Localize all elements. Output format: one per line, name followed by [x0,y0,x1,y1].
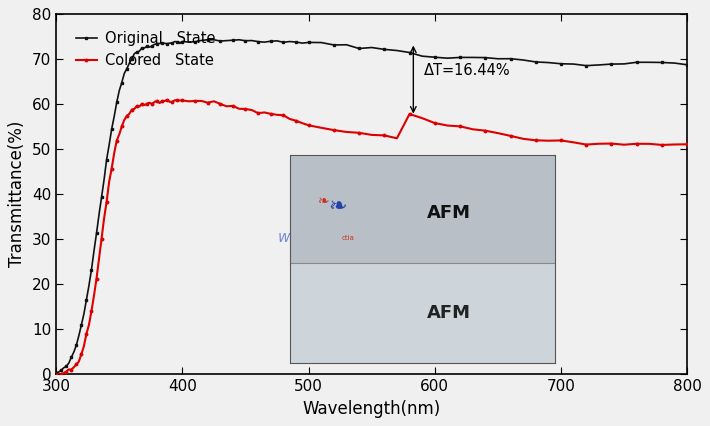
X-axis label: Wavelength(nm): Wavelength(nm) [302,400,441,417]
Legend: Original   State, Colored   State: Original State, Colored State [70,25,221,74]
Original   State [203,37,212,42]
Text: www.chinatungsten.com: www.chinatungsten.com [278,230,466,245]
Colored   State [317,125,325,130]
Colored   State [70,365,78,370]
Original   State [52,370,60,375]
Colored   State [163,98,171,103]
Line: Colored   State: Colored State [55,99,689,376]
Text: ΔT=16.44%: ΔT=16.44% [423,63,510,78]
Colored   State [170,98,179,103]
Colored   State [683,142,692,147]
Colored   State [52,372,60,377]
Original   State [70,350,78,355]
Colored   State [380,133,388,138]
Colored   State [115,132,124,137]
Y-axis label: Transmittance(%): Transmittance(%) [9,121,26,268]
Line: Original   State: Original State [55,38,689,374]
Colored   State [248,107,256,112]
Original   State [380,47,388,52]
Original   State [248,38,256,43]
Original   State [115,88,124,93]
Original   State [168,40,177,46]
Original   State [683,62,692,67]
Original   State [317,40,325,45]
